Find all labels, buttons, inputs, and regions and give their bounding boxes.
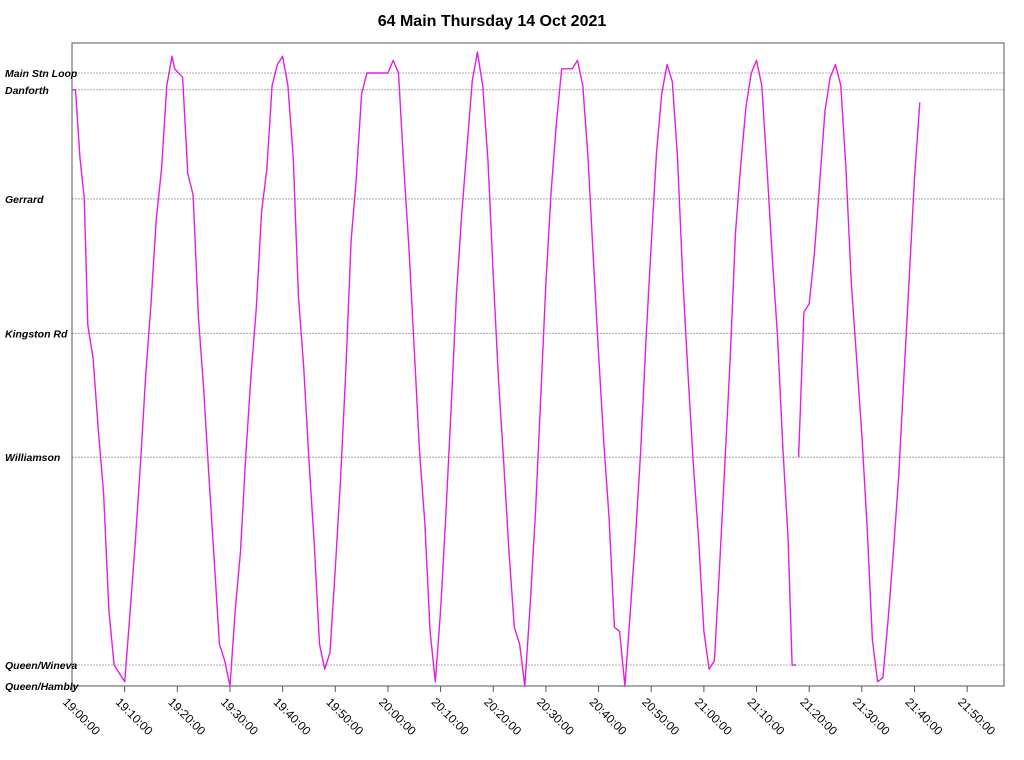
x-tick-label: 21:00:00 — [692, 695, 735, 738]
x-tick-label: 20:50:00 — [639, 695, 682, 738]
x-tick-label: 21:20:00 — [797, 695, 840, 738]
x-tick-label: 19:10:00 — [113, 695, 156, 738]
stop-label: Queen/Wineva — [5, 660, 77, 672]
x-tick-label: 21:50:00 — [955, 695, 998, 738]
chart-title: 64 Main Thursday 14 Oct 2021 — [378, 13, 607, 30]
x-tick-label: 19:00:00 — [60, 695, 103, 738]
series-layer — [72, 51, 921, 687]
plot-frame — [71, 42, 1005, 687]
series-line-1 — [797, 63, 921, 683]
x-tick-label: 19:50:00 — [323, 695, 366, 738]
x-tick-label: 19:40:00 — [271, 695, 314, 738]
x-tick-label: 21:40:00 — [903, 695, 946, 738]
x-tick-label: 20:40:00 — [587, 695, 630, 738]
x-ticks: 19:00:00 19:10:00 19:20:00 19:30:00 19:40:00… — [60, 686, 998, 738]
x-tick-label: 19:30:00 — [218, 695, 261, 738]
x-tick-label: 20:00:00 — [376, 695, 419, 738]
x-tick-label: 21:30:00 — [850, 695, 893, 738]
stop-label: Main Stn Loop — [5, 68, 78, 80]
x-tick-label: 19:20:00 — [165, 695, 208, 738]
x-tick-label: 20:20:00 — [481, 695, 524, 738]
stop-label: Queen/Hambly — [5, 681, 80, 693]
x-tick-label: 20:30:00 — [534, 695, 577, 738]
stop-label: Danforth — [5, 85, 49, 97]
x-tick-label: 20:10:00 — [429, 695, 472, 738]
series-line-0 — [72, 51, 796, 687]
stop-labels: Main Stn Loop Danforth Gerrard Kingston Rd W… — [5, 68, 80, 693]
x-tick-label: 21:10:00 — [745, 695, 788, 738]
stop-label: Kingston Rd — [5, 328, 68, 340]
stop-label: Williamson — [5, 452, 60, 464]
stop-label: Gerrard — [5, 194, 44, 206]
grid-layer — [72, 72, 1004, 687]
